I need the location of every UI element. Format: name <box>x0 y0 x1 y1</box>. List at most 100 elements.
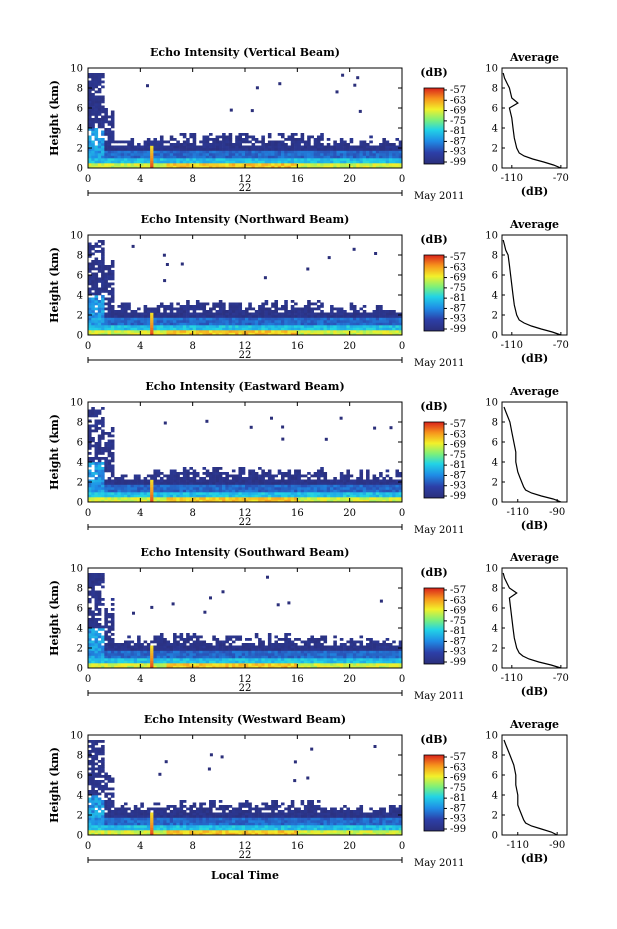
heatmap-cell <box>398 474 403 478</box>
heatmap-cell <box>388 160 393 164</box>
heatmap-cell <box>88 138 92 141</box>
heatmap-cell <box>235 155 239 159</box>
heatmap-cell <box>294 492 298 495</box>
heatmap-cell <box>173 158 177 161</box>
heatmap-cell <box>173 648 177 651</box>
heatmap-cell <box>101 603 105 606</box>
heatmap-cell <box>277 482 282 485</box>
heatmap-cell <box>369 140 373 144</box>
heatmap-cell <box>169 479 174 483</box>
heatmap-cell <box>182 148 187 151</box>
heatmap-cell <box>267 325 272 328</box>
heatmap-cell <box>294 302 298 306</box>
heatmap-cell <box>222 648 226 651</box>
heatmap-cell <box>254 322 259 326</box>
heatmap-cell <box>264 472 269 475</box>
heatmap-cell <box>205 325 210 328</box>
heatmap-cell <box>131 244 135 248</box>
heatmap-cell <box>123 150 128 154</box>
heatmap-cell <box>110 660 115 664</box>
heatmap-cell <box>104 143 108 146</box>
heatmap-cell <box>120 160 125 164</box>
heatmap-cell <box>248 469 252 473</box>
heatmap-cell <box>316 665 321 669</box>
heatmap-cell <box>326 653 331 656</box>
heatmap-cell <box>303 474 308 478</box>
heatmap-cell <box>104 140 108 144</box>
heatmap-cell <box>336 322 341 326</box>
heatmap-cell <box>88 484 92 488</box>
heatmap-cell <box>326 332 331 336</box>
heatmap-cell <box>274 148 279 151</box>
heatmap-cell <box>388 487 393 490</box>
heatmap-cell <box>166 653 171 656</box>
heatmap-cell <box>254 650 259 654</box>
heatmap-cell <box>274 160 279 164</box>
heatmap-cell <box>173 320 177 323</box>
heatmap-cell <box>303 660 308 664</box>
heatmap-cell <box>137 484 141 488</box>
heatmap-cell <box>228 165 233 169</box>
heatmap-cell <box>107 439 112 443</box>
heatmap-cell <box>88 583 92 586</box>
heatmap-cell <box>287 633 292 636</box>
heatmap-cell <box>290 135 295 139</box>
heatmap-cell <box>320 479 324 483</box>
heatmap-cell <box>88 575 92 579</box>
heatmap-cell <box>366 320 370 323</box>
heatmap-cell <box>339 148 344 151</box>
heatmap-cell <box>88 665 92 669</box>
heatmap-cell <box>215 650 220 654</box>
heatmap-cell <box>326 665 331 669</box>
heatmap-cell <box>146 653 151 656</box>
heatmap-cell <box>290 487 295 490</box>
heatmap-cell <box>176 484 180 488</box>
heatmap-cell <box>101 325 105 328</box>
heatmap-cell <box>215 492 220 495</box>
heatmap-cell <box>330 320 334 323</box>
heatmap-cell <box>307 145 311 149</box>
heatmap-cell <box>186 307 190 311</box>
heatmap-cell <box>300 482 305 485</box>
heatmap-cell <box>372 317 377 321</box>
heatmap-cell <box>205 143 210 146</box>
heatmap-cell <box>372 494 377 498</box>
heatmap-cell <box>186 648 190 651</box>
heatmap-cell <box>274 320 279 323</box>
heatmap-cell <box>215 469 220 473</box>
heatmap-cell <box>88 255 92 258</box>
heatmap-cell <box>251 482 256 485</box>
heatmap-cell <box>366 163 370 166</box>
heatmap-cell <box>101 165 105 169</box>
heatmap-cell <box>280 153 285 156</box>
heatmap-cell <box>310 482 314 485</box>
heatmap-cell <box>284 158 288 161</box>
heatmap-cell <box>225 653 229 656</box>
heatmap-cell <box>316 487 321 490</box>
colorbar-unit: (dB) <box>420 233 447 246</box>
heatmap-cell <box>212 655 216 659</box>
heatmap-cell <box>150 317 154 321</box>
heatmap-cell <box>280 482 285 485</box>
heatmap-cell <box>264 158 269 161</box>
heatmap-cell <box>199 163 203 166</box>
heatmap-cell <box>330 315 334 318</box>
heatmap-cell <box>91 123 95 126</box>
heatmap-cell <box>274 494 279 498</box>
heatmap-cell <box>258 327 262 331</box>
heatmap-cell <box>199 317 203 321</box>
heatmap-cell <box>182 165 187 169</box>
heatmap-cell <box>320 638 324 641</box>
heatmap-cell <box>392 325 396 328</box>
heatmap-cell <box>375 310 380 313</box>
heatmap-cell <box>379 148 383 151</box>
heatmap-cell <box>104 275 108 278</box>
heatmap-cell <box>316 648 321 651</box>
heatmap-cell <box>107 312 112 316</box>
heatmap-cell <box>290 315 295 318</box>
heatmap-cell <box>241 140 246 144</box>
heatmap-cell <box>176 158 180 161</box>
heatmap-cell <box>114 658 118 661</box>
heatmap-cell <box>91 160 95 164</box>
heatmap-cell <box>241 330 246 333</box>
